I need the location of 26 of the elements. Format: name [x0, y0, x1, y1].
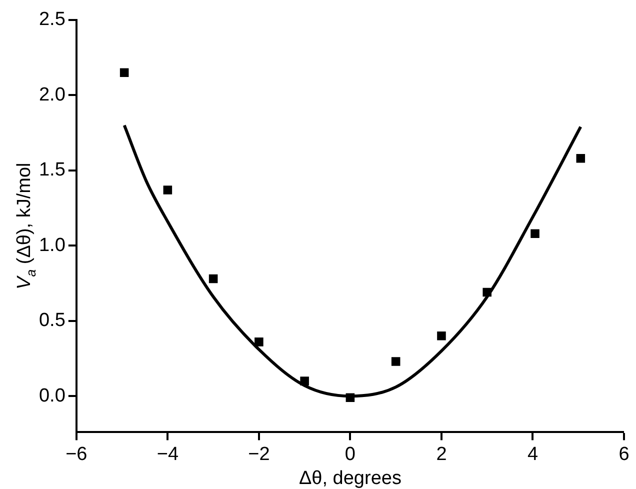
point — [576, 154, 586, 163]
x-tick-label: −6 — [66, 444, 88, 465]
x-tick-label: 2 — [436, 444, 447, 465]
x-tick-label: 4 — [527, 444, 538, 465]
y-tick-label: 1.5 — [38, 160, 66, 181]
point — [254, 338, 264, 346]
point — [437, 332, 446, 340]
x-tick-label: 0 — [344, 444, 356, 465]
point — [346, 393, 355, 402]
point — [208, 274, 218, 284]
x-tick-label: 6 — [618, 444, 630, 465]
point — [300, 376, 309, 386]
y-tick-label: 2.5 — [38, 9, 66, 30]
y-tick-label: 0.0 — [38, 385, 66, 406]
point — [530, 229, 540, 238]
x-tick-label: −2 — [248, 444, 270, 465]
y-tick-label: 2.0 — [38, 84, 66, 106]
y-tick-label: 0.5 — [38, 310, 66, 332]
point — [163, 186, 172, 194]
point — [482, 288, 492, 297]
x-axis-title: Δθ, degrees — [298, 468, 402, 489]
y-tick-label: 1.0 — [38, 234, 66, 256]
x-tick-label: −4 — [156, 444, 179, 465]
y-axis-title: Va (Δθ), kJ/mol — [14, 162, 39, 290]
point — [391, 357, 400, 366]
point — [120, 68, 129, 78]
